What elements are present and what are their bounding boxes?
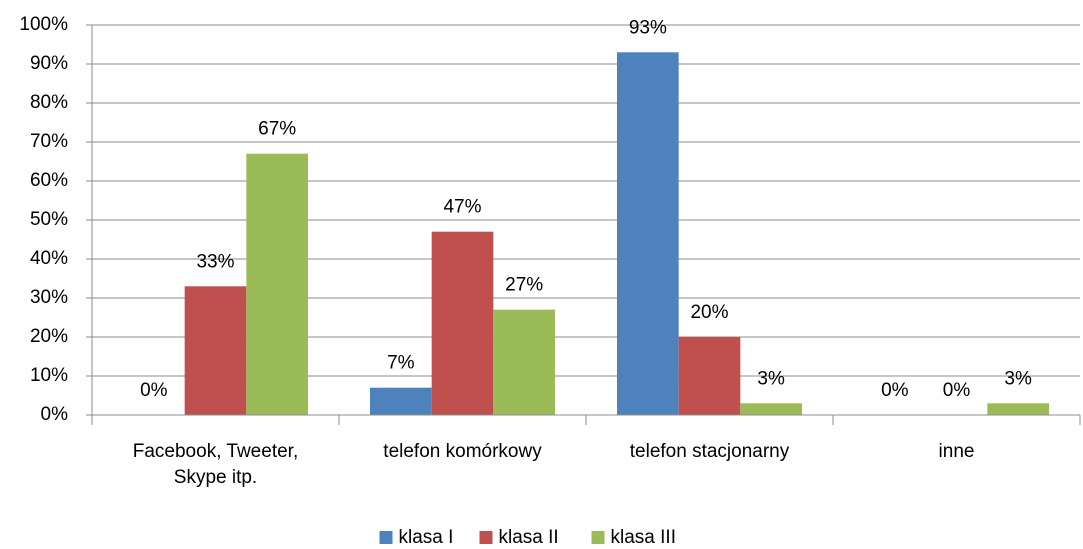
bar [617, 52, 679, 416]
legend-swatch [591, 531, 605, 544]
data-label: 0% [881, 380, 909, 401]
bar [184, 286, 247, 415]
y-tick-label: 30% [30, 287, 68, 308]
bar [987, 403, 1049, 415]
bar [370, 387, 432, 415]
bar [740, 403, 802, 415]
y-tick-label: 0% [41, 404, 69, 425]
y-tick-label: 70% [30, 131, 68, 152]
data-label: 0% [943, 380, 971, 401]
y-tick-label: 50% [30, 209, 68, 230]
data-label: 0% [140, 380, 168, 401]
y-tick-label: 40% [30, 248, 68, 269]
y-tick-label: 80% [30, 92, 68, 113]
data-label: 20% [690, 302, 728, 323]
legend-swatch [479, 531, 493, 544]
legend-swatch [379, 531, 393, 544]
bar [431, 231, 494, 415]
y-tick-label: 100% [19, 14, 68, 35]
data-label: 47% [443, 197, 481, 218]
data-label: 3% [757, 368, 785, 389]
data-label: 3% [1004, 368, 1032, 389]
data-label: 7% [387, 353, 415, 374]
data-label: 27% [505, 275, 543, 296]
bar [246, 153, 308, 415]
y-tick-label: 20% [30, 326, 68, 347]
data-label: 33% [196, 251, 234, 272]
data-label: 93% [629, 17, 667, 38]
x-tick-label: inne [938, 441, 975, 462]
legend-label: klasa III [611, 527, 676, 548]
x-tick-label: telefon komórkowy [383, 441, 542, 462]
legend-label: klasa II [499, 527, 559, 548]
bar [493, 309, 555, 415]
legend-label: klasa I [399, 527, 454, 548]
x-tick-label: Facebook, Tweeter, Skype itp. [132, 441, 299, 488]
data-label: 67% [258, 119, 296, 140]
y-tick-label: 60% [30, 170, 68, 191]
y-tick-label: 10% [30, 365, 68, 386]
x-tick-label: telefon stacjonarny [629, 441, 790, 462]
y-tick-label: 90% [30, 53, 68, 74]
bar [678, 337, 741, 415]
